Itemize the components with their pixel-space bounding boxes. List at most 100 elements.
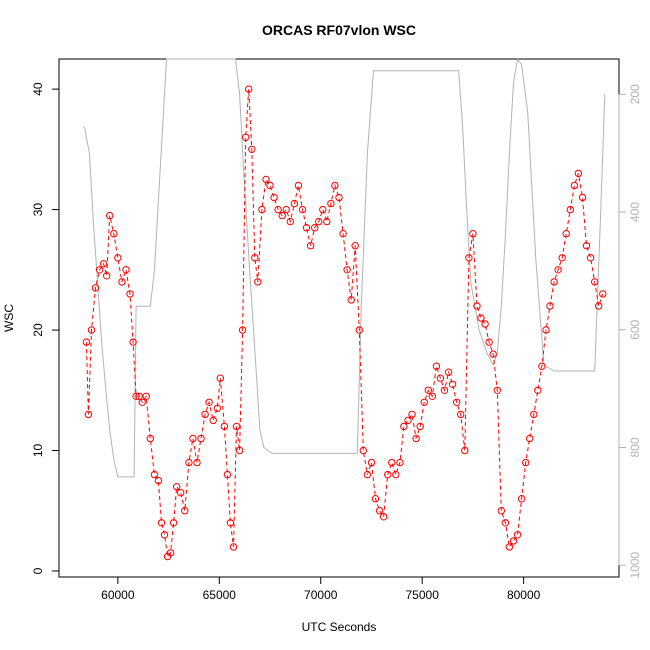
data-point <box>223 470 232 479</box>
data-point <box>359 446 367 455</box>
data-point <box>290 199 299 208</box>
data-point <box>114 254 122 262</box>
data-point <box>242 133 250 142</box>
data-point <box>526 434 534 443</box>
data-point <box>197 434 205 443</box>
data-point <box>315 217 323 226</box>
data-point <box>103 272 111 280</box>
y-tick-label: 20 <box>31 323 45 337</box>
secondary-series-line <box>83 57 606 478</box>
data-point <box>400 422 408 431</box>
chart-title: ORCAS RF07vlon WSC <box>262 22 416 38</box>
data-point <box>220 422 229 431</box>
data-point <box>118 278 126 286</box>
x-axis: 60000 65000 70000 75000 80000 <box>101 576 541 602</box>
data-point <box>138 398 146 406</box>
data-point <box>396 458 404 467</box>
data-point <box>327 199 335 208</box>
secondary-y-tick-label: 400 <box>628 202 642 222</box>
data-point <box>355 326 363 334</box>
data-point <box>428 392 436 400</box>
data-point <box>469 230 477 238</box>
x-tick-label: 75000 <box>406 588 440 602</box>
data-point <box>485 338 493 346</box>
x-tick-label: 70000 <box>304 588 338 602</box>
data-point <box>440 386 449 394</box>
data-point <box>595 302 603 310</box>
data-point <box>142 392 150 400</box>
data-point <box>530 410 538 419</box>
data-point <box>550 278 558 286</box>
primary-series-layer <box>82 85 607 561</box>
data-point <box>232 422 241 431</box>
data-point <box>95 266 104 274</box>
secondary-y-tick-label: 200 <box>628 84 642 104</box>
data-point <box>335 193 343 202</box>
data-point <box>432 362 441 370</box>
data-point <box>169 519 178 527</box>
data-point <box>546 302 554 310</box>
data-point <box>408 410 416 419</box>
data-point <box>129 338 137 346</box>
data-point <box>509 537 518 545</box>
data-point <box>82 338 91 346</box>
data-point <box>522 458 530 467</box>
data-point <box>302 224 311 232</box>
data-point <box>205 398 213 406</box>
x-tick-label: 65000 <box>203 588 237 602</box>
data-point <box>363 470 372 479</box>
data-point <box>538 362 546 370</box>
data-point <box>388 458 396 467</box>
data-point <box>177 489 185 497</box>
data-point <box>505 543 514 551</box>
secondary-y-tick-label: 1000 <box>628 552 642 579</box>
secondary-y-axis: 200 400 600 800 1000 <box>618 84 642 579</box>
data-point <box>453 398 461 406</box>
data-point <box>274 205 282 214</box>
data-point <box>254 278 262 286</box>
y-tick-label: 40 <box>31 82 45 96</box>
y-axis-label: WSC <box>2 304 16 332</box>
data-point <box>347 296 355 304</box>
data-point <box>566 205 574 214</box>
data-point <box>420 398 428 406</box>
data-point <box>339 230 347 238</box>
data-point <box>436 374 445 382</box>
data-point <box>266 181 274 190</box>
data-point <box>286 217 294 226</box>
data-point <box>473 302 481 310</box>
data-point <box>270 193 278 202</box>
data-point <box>251 254 259 262</box>
data-point <box>562 230 570 238</box>
secondary-series-layer <box>83 57 606 478</box>
x-tick-label: 80000 <box>507 588 541 602</box>
data-point <box>465 254 473 262</box>
data-point <box>216 374 225 382</box>
data-point <box>384 470 392 479</box>
x-axis-label: UTC Seconds <box>302 620 377 634</box>
data-point <box>323 217 331 226</box>
data-point <box>404 416 412 425</box>
data-point <box>534 386 542 394</box>
data-point <box>306 242 315 250</box>
data-point <box>542 326 550 334</box>
data-point <box>558 254 566 262</box>
data-point <box>517 495 526 503</box>
data-point <box>416 422 424 431</box>
data-point <box>497 507 505 515</box>
data-point <box>146 434 155 443</box>
plot-area-border <box>58 58 620 578</box>
data-point <box>213 404 222 412</box>
data-point <box>457 410 465 419</box>
data-point <box>448 380 457 388</box>
data-point <box>461 446 469 455</box>
data-point <box>331 181 339 190</box>
data-point <box>294 181 303 190</box>
data-point <box>248 145 256 154</box>
data-point <box>298 205 307 214</box>
data-point <box>477 314 485 322</box>
data-point <box>173 483 181 491</box>
data-point <box>586 254 595 262</box>
data-point <box>110 230 118 238</box>
